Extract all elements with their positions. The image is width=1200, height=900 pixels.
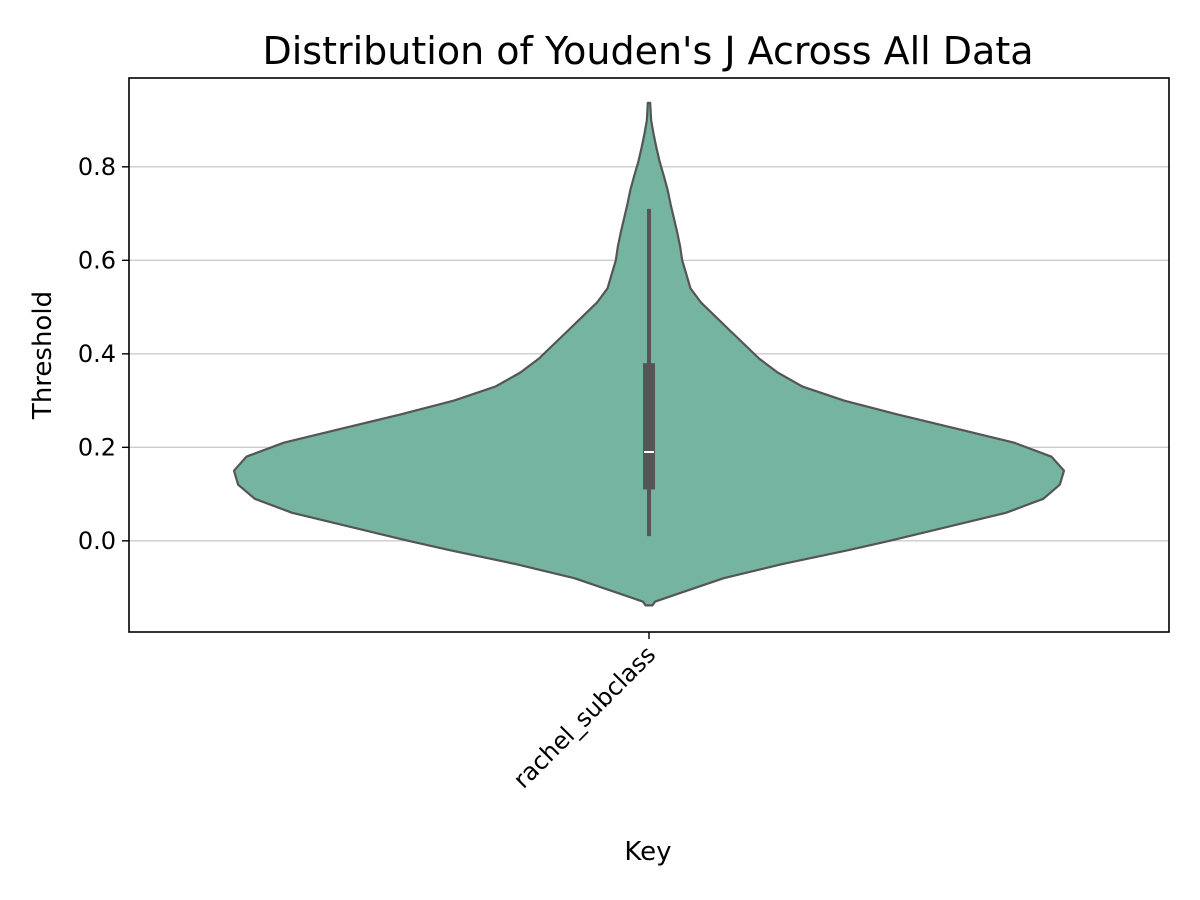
x-axis-ticks: rachel_subclass [508,632,661,794]
y-tick-label: 0.6 [78,246,116,274]
x-axis-label: Key [624,837,671,867]
chart-title: Distribution of Youden's J Across All Da… [262,29,1033,73]
y-tick-label: 0.2 [78,433,116,461]
y-tick-label: 0.8 [78,153,116,181]
y-tick-label: 0.0 [78,527,116,555]
y-tick-label: 0.4 [78,340,116,368]
violin-layer [232,101,1066,607]
violin-iqr-box [643,363,655,490]
y-axis-label: Threshold [28,291,58,420]
x-tick-label: rachel_subclass [508,640,661,793]
y-axis-ticks: 0.0 0.2 0.4 0.6 0.8 [78,153,129,555]
